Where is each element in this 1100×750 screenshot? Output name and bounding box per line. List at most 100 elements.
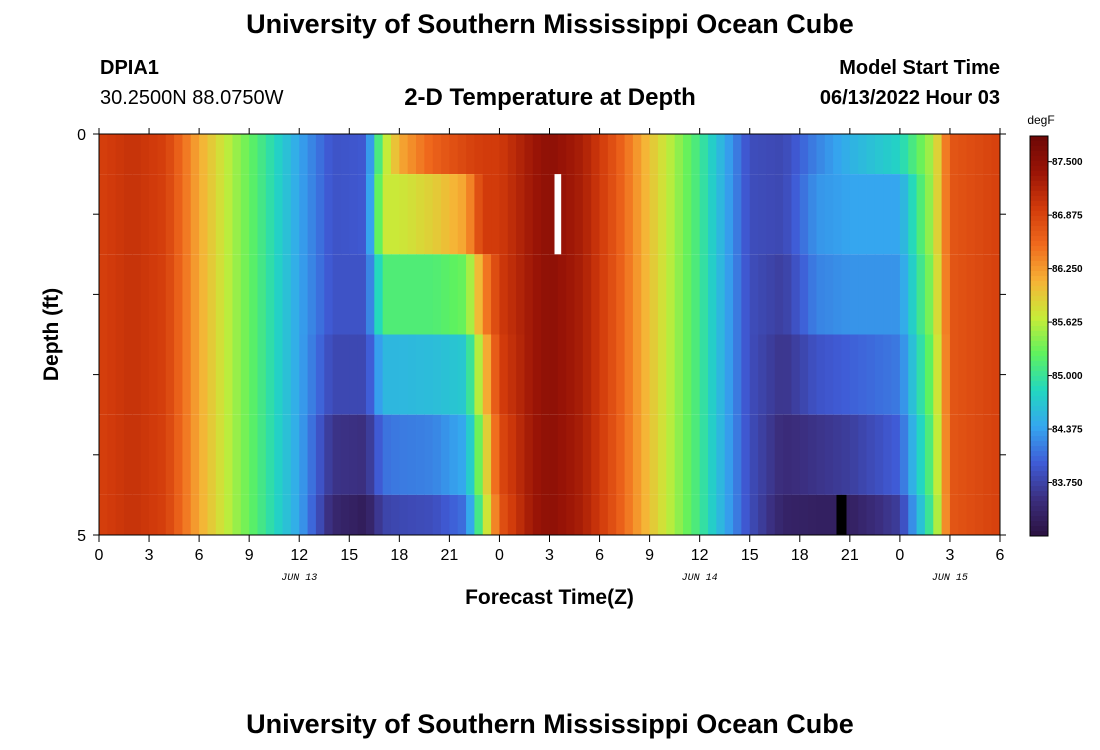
colorbar-segment bbox=[1030, 136, 1048, 142]
heatmap-cell bbox=[491, 174, 500, 255]
colorbar-segment bbox=[1030, 431, 1048, 437]
heatmap-cell bbox=[315, 414, 325, 495]
heatmap-cell bbox=[399, 334, 409, 415]
heatmap-cell bbox=[99, 174, 108, 255]
colorbar-segment bbox=[1030, 166, 1048, 172]
heatmap-cell bbox=[157, 134, 167, 175]
heatmap-cell bbox=[941, 414, 951, 495]
heatmap-cell bbox=[257, 134, 267, 175]
heatmap-cell bbox=[132, 334, 142, 415]
colorbar-segment bbox=[1030, 141, 1048, 147]
heatmap-cell bbox=[499, 174, 509, 255]
heatmap-cell bbox=[157, 174, 167, 255]
heatmap-cell bbox=[983, 254, 993, 335]
heatmap-cell bbox=[783, 174, 792, 255]
colorbar-segment bbox=[1030, 191, 1048, 197]
heatmap-cell bbox=[491, 494, 500, 535]
heatmap-cell bbox=[165, 254, 175, 335]
heatmap-cell bbox=[524, 134, 534, 175]
heatmap-cell bbox=[816, 414, 826, 495]
heatmap-cell bbox=[774, 334, 784, 415]
heatmap-cell bbox=[874, 254, 884, 335]
heatmap-cell bbox=[708, 414, 717, 495]
heatmap-cell bbox=[324, 254, 333, 335]
heatmap-cell bbox=[282, 414, 292, 495]
heatmap-cell bbox=[983, 494, 993, 535]
heatmap-cell bbox=[249, 334, 258, 415]
heatmap-cell bbox=[174, 494, 183, 535]
heatmap-cell bbox=[991, 414, 1001, 495]
heatmap-cell bbox=[808, 414, 817, 495]
heatmap-cell bbox=[916, 134, 926, 175]
heatmap-cell bbox=[841, 134, 851, 175]
heatmap-cell bbox=[215, 414, 225, 495]
x-tick-label: 6 bbox=[996, 547, 1005, 564]
temperature-depth-chart: 0 3 6 9 12 15 18 21 0 3 6 9 12 15 18 21 0 3 6 JUN 13 JUN 14 J… bbox=[40, 113, 1083, 609]
heatmap-cell bbox=[390, 494, 400, 535]
colorbar-segment bbox=[1030, 196, 1048, 202]
heatmap-cell bbox=[240, 414, 250, 495]
heatmap-cell bbox=[374, 134, 384, 175]
heatmap-cell bbox=[107, 494, 117, 535]
heatmap-cell bbox=[766, 134, 776, 175]
heatmap-cell bbox=[616, 134, 625, 175]
heatmap-cell bbox=[299, 334, 308, 415]
heatmap-cell bbox=[432, 134, 442, 175]
heatmap-cell bbox=[449, 134, 459, 175]
heatmap-cell bbox=[682, 174, 692, 255]
heatmap-cell bbox=[374, 414, 384, 495]
colorbar-segment bbox=[1030, 151, 1048, 157]
date-label: JUN 13 bbox=[281, 573, 317, 584]
heatmap-cell bbox=[666, 134, 676, 175]
heatmap-cell bbox=[499, 334, 509, 415]
heatmap-cell bbox=[591, 494, 600, 535]
heatmap-cell bbox=[324, 174, 333, 255]
heatmap-cell bbox=[949, 254, 959, 335]
colorbar-tick-label: 86.875 bbox=[1052, 211, 1083, 222]
colorbar-segment bbox=[1030, 291, 1048, 297]
heatmap-cell bbox=[224, 134, 233, 175]
colorbar-segment bbox=[1030, 371, 1048, 377]
heatmap-cell bbox=[632, 414, 642, 495]
missing-data-cell bbox=[836, 494, 847, 535]
heatmap-cell bbox=[432, 414, 442, 495]
heatmap-cell bbox=[507, 174, 517, 255]
heatmap-cell bbox=[399, 494, 409, 535]
heatmap-cell bbox=[783, 134, 792, 175]
heatmap-cell bbox=[232, 134, 242, 175]
colorbar-segment bbox=[1030, 351, 1048, 357]
heatmap-cell bbox=[149, 134, 158, 175]
heatmap-cell bbox=[390, 334, 400, 415]
heatmap-cell bbox=[132, 174, 142, 255]
heatmap-cell bbox=[607, 334, 617, 415]
heatmap-cell bbox=[182, 414, 192, 495]
heatmap-cell bbox=[566, 414, 575, 495]
heatmap-cell bbox=[499, 254, 509, 335]
heatmap-cell bbox=[616, 494, 625, 535]
x-tick-label: 9 bbox=[645, 547, 654, 564]
heatmap-cell bbox=[99, 134, 108, 175]
colorbar-segment bbox=[1030, 531, 1048, 537]
heatmap-cell bbox=[941, 174, 951, 255]
heatmap-cell bbox=[574, 414, 584, 495]
heatmap-cell bbox=[541, 174, 550, 255]
heatmap-cell bbox=[599, 134, 609, 175]
heatmap-cell bbox=[682, 134, 692, 175]
heatmap-cell bbox=[599, 494, 609, 535]
heatmap-cell bbox=[207, 334, 217, 415]
heatmap-cell bbox=[808, 494, 817, 535]
heatmap-cell bbox=[265, 414, 275, 495]
heatmap-cell bbox=[607, 174, 617, 255]
heatmap-cell bbox=[933, 134, 942, 175]
heatmap-cell bbox=[340, 254, 350, 335]
heatmap-cell bbox=[107, 174, 117, 255]
heatmap-cell bbox=[674, 254, 684, 335]
heatmap-cell bbox=[741, 334, 751, 415]
heatmap-cell bbox=[315, 254, 325, 335]
heatmap-cell bbox=[491, 254, 500, 335]
colorbar-segment bbox=[1030, 516, 1048, 522]
x-tick-label: 3 bbox=[945, 547, 954, 564]
heatmap-cell bbox=[699, 134, 709, 175]
colorbar-segment bbox=[1030, 506, 1048, 512]
x-tick-label: 0 bbox=[495, 547, 504, 564]
